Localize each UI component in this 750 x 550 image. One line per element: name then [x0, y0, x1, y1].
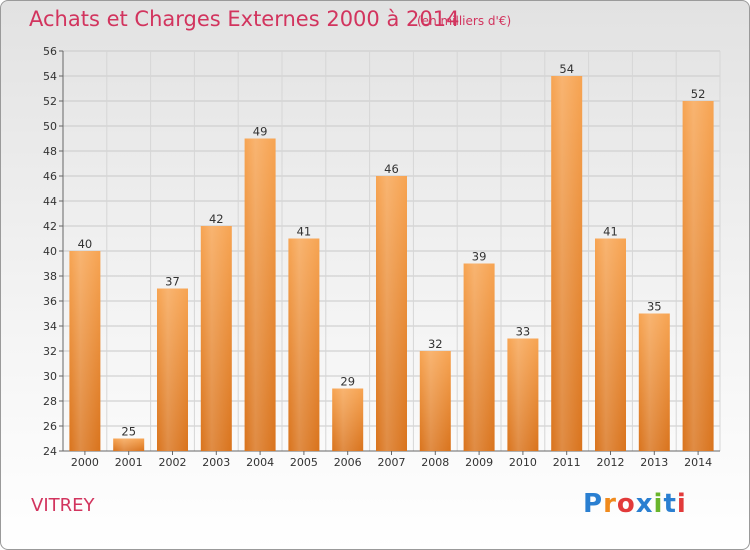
data-label: 32: [428, 337, 443, 351]
bar-highlight: [332, 388, 364, 451]
x-tick-label: 2001: [115, 456, 143, 469]
y-tick-label: 38: [43, 270, 57, 283]
logo-letter: P: [583, 489, 604, 519]
bar-highlight: [507, 338, 539, 451]
bar-highlight: [682, 101, 714, 451]
y-tick-labels: 24 26 28 30 32 34 36 38 40 42 44 46 48 50 52 54 56: [43, 45, 57, 458]
data-label: 39: [472, 250, 487, 264]
y-tick-label: 40: [43, 245, 57, 258]
x-tick-label: 2009: [465, 456, 493, 469]
x-tick-label: 2008: [421, 456, 449, 469]
data-label: 40: [78, 237, 93, 251]
bars: [69, 76, 714, 451]
bar-highlight: [463, 263, 495, 451]
y-tick-label: 42: [43, 220, 57, 233]
data-label: 29: [340, 375, 355, 389]
y-tick-label: 52: [43, 95, 57, 108]
logo-letter: i: [653, 489, 664, 519]
x-tick-label: 2006: [334, 456, 362, 469]
bar-highlight: [113, 438, 145, 451]
chart-subtitle: (en milliers d'€): [417, 14, 512, 28]
x-tick-label: 2004: [246, 456, 274, 469]
data-label: 42: [209, 212, 224, 226]
data-label: 41: [603, 225, 618, 239]
logo-letter: i: [676, 489, 687, 519]
y-tick-label: 28: [43, 395, 57, 408]
y-tick-label: 44: [43, 195, 57, 208]
y-tick-label: 54: [43, 70, 57, 83]
y-tick-label: 26: [43, 420, 57, 433]
data-label: 49: [253, 125, 268, 139]
x-tick-labels: 2000 2001 2002 2003 2004 2005 2006 2007 2008 2009…: [71, 456, 712, 469]
bar-highlight: [638, 313, 670, 451]
x-tick-label: 2007: [378, 456, 406, 469]
x-tick-label: 2013: [640, 456, 668, 469]
bar-highlight: [200, 226, 232, 451]
bar-highlight: [376, 176, 407, 451]
bar-highlight: [244, 138, 276, 451]
bar-highlight: [288, 238, 320, 451]
data-label: 37: [165, 275, 180, 289]
data-labels: 40 25 37 42 49 41 29 46 32 39 33 54 41 35 52: [78, 62, 706, 439]
y-tick-label: 34: [43, 320, 57, 333]
y-tick-label: 48: [43, 145, 57, 158]
x-tick-label: 2011: [553, 456, 581, 469]
y-tick-label: 36: [43, 295, 57, 308]
chart-title: Achats et Charges Externes 2000 à 2014: [29, 7, 460, 31]
y-tick-label: 24: [43, 445, 57, 458]
bar-highlight: [157, 288, 188, 451]
bar-highlight: [551, 76, 583, 451]
proxiti-logo: Proxiti: [583, 489, 687, 519]
y-tick-label: 46: [43, 170, 57, 183]
bar-highlight: [419, 351, 451, 451]
x-tick-label: 2014: [684, 456, 712, 469]
x-tick-label: 2012: [597, 456, 625, 469]
data-label: 54: [559, 62, 574, 76]
data-label: 33: [516, 325, 531, 339]
data-label: 35: [647, 300, 662, 314]
data-label: 41: [297, 225, 312, 239]
x-tick-label: 2010: [509, 456, 537, 469]
y-tick-label: 56: [43, 45, 57, 58]
data-label: 25: [121, 425, 136, 439]
x-tick-label: 2005: [290, 456, 318, 469]
data-label: 46: [384, 162, 399, 176]
bar-highlight: [69, 251, 101, 451]
y-tick-label: 30: [43, 370, 57, 383]
x-tick-label: 2003: [202, 456, 230, 469]
x-tick-label: 2000: [71, 456, 99, 469]
bar-highlight: [595, 238, 626, 451]
y-tick-label: 50: [43, 120, 57, 133]
logo-letter: o: [616, 489, 636, 519]
data-label: 52: [691, 87, 706, 101]
y-tick-label: 32: [43, 345, 57, 358]
logo-letter: t: [663, 489, 677, 519]
location-label: VITREY: [31, 495, 95, 516]
logo-letter: x: [635, 489, 654, 519]
logo-letter: r: [603, 489, 617, 519]
x-tick-label: 2002: [159, 456, 187, 469]
